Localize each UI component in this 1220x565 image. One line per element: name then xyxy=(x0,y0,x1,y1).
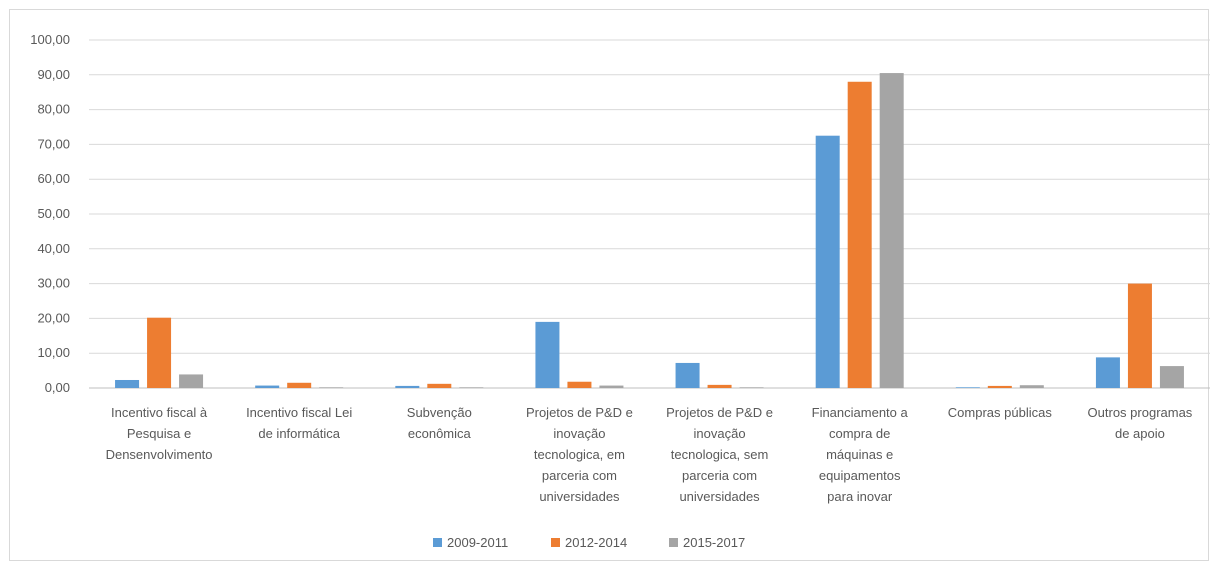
x-tick-label: Outros programas de apoio xyxy=(1088,405,1193,441)
bar xyxy=(955,387,980,388)
y-tick-label: 60,00 xyxy=(37,171,70,186)
bar xyxy=(1159,366,1184,388)
y-tick-label: 70,00 xyxy=(37,136,70,151)
y-tick-label: 10,00 xyxy=(37,345,70,360)
series-2012-2014 xyxy=(147,81,1152,388)
bar xyxy=(815,135,840,388)
bar xyxy=(459,387,484,388)
y-tick-label: 50,00 xyxy=(37,206,70,221)
x-tick-label: Incentivo fiscal à Pesquisa e Densenvolvim… xyxy=(106,405,213,462)
gridlines xyxy=(89,39,1210,389)
bar xyxy=(147,317,172,388)
y-tick-label: 30,00 xyxy=(37,276,70,291)
bar xyxy=(179,374,204,388)
bar xyxy=(987,385,1012,388)
bar xyxy=(879,73,904,388)
legend-swatch xyxy=(551,538,560,547)
y-tick-label: 80,00 xyxy=(37,102,70,117)
y-tick-label: 90,00 xyxy=(37,67,70,82)
x-axis: Incentivo fiscal à Pesquisa e Densenvolvim… xyxy=(106,405,1193,504)
bar xyxy=(535,321,560,388)
bar xyxy=(319,387,344,388)
bar xyxy=(1127,283,1152,388)
bar xyxy=(739,387,764,388)
y-axis: 0,00 10,00 20,00 30,00 40,00 50,00 60,00 70,00 8… xyxy=(30,32,70,395)
bar xyxy=(427,383,452,388)
series-2015-2017 xyxy=(179,73,1184,388)
legend: 2009-2011 2012-2014 2015-2017 xyxy=(433,535,745,550)
y-tick-label: 40,00 xyxy=(37,241,70,256)
bar xyxy=(395,385,420,388)
x-tick-label: Financiamento a compra de máquinas e equipa… xyxy=(812,405,909,504)
chart-area: 0,00 10,00 20,00 30,00 40,00 50,00 60,00 70,00 8… xyxy=(9,9,1210,561)
legend-label: 2009-2011 xyxy=(447,535,508,550)
bar xyxy=(675,362,700,388)
legend-label: 2015-2017 xyxy=(683,535,745,550)
legend-label: 2012-2014 xyxy=(565,535,627,550)
bar xyxy=(1019,385,1044,388)
x-tick-label: Projetos de P&D e inovação tecnologica, em… xyxy=(526,405,633,504)
y-tick-label: 0,00 xyxy=(45,380,70,395)
bar xyxy=(115,379,140,388)
bar xyxy=(567,381,592,388)
legend-swatch xyxy=(433,538,442,547)
bar xyxy=(1095,357,1120,388)
y-tick-label: 20,00 xyxy=(37,310,70,325)
x-tick-label: Compras públicas xyxy=(948,405,1053,420)
x-tick-label: Projetos de P&D e inovação tecnologica, se… xyxy=(666,405,773,504)
bar xyxy=(599,385,624,388)
x-tick-label: Incentivo fiscal Lei de informática xyxy=(246,405,352,441)
bar xyxy=(847,81,872,388)
x-tick-label: Subvenção econômica xyxy=(407,405,472,441)
bar-chart: 0,00 10,00 20,00 30,00 40,00 50,00 60,00 70,00 8… xyxy=(30,32,1210,550)
y-tick-label: 100,00 xyxy=(30,32,70,47)
legend-swatch xyxy=(669,538,678,547)
bar xyxy=(287,382,312,388)
series-2009-2011 xyxy=(115,135,1120,388)
bar xyxy=(707,384,732,388)
bars xyxy=(115,73,1184,388)
bar xyxy=(255,385,280,388)
